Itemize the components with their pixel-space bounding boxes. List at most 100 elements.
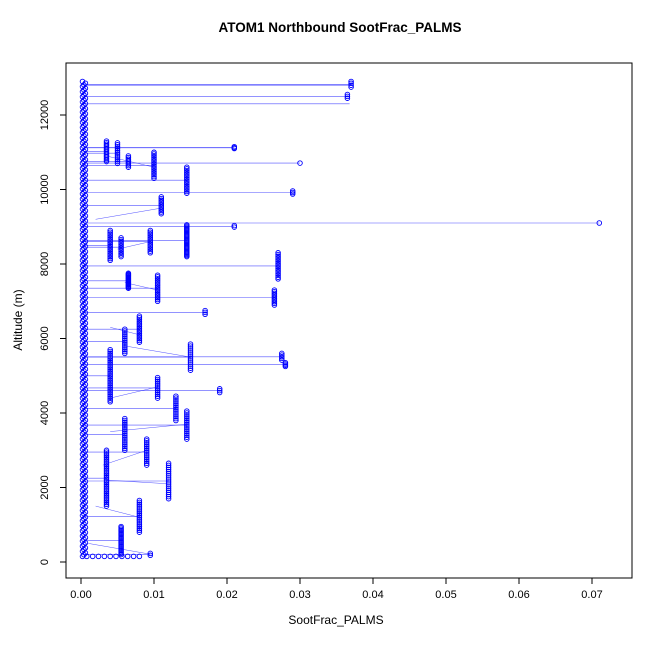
data-point	[122, 419, 128, 426]
data-point	[184, 171, 190, 177]
data-point	[79, 252, 86, 258]
data-point	[81, 439, 87, 446]
data-point	[79, 99, 86, 105]
data-point	[114, 149, 121, 156]
data-point	[143, 438, 150, 444]
data-point	[143, 456, 150, 463]
data-point	[122, 333, 128, 340]
data-point	[82, 95, 89, 102]
data-point	[79, 420, 86, 427]
data-point	[184, 167, 190, 174]
series-line	[102, 450, 147, 466]
data-point	[79, 191, 86, 197]
data-point	[151, 151, 157, 157]
y-tick-label: 12000	[39, 100, 51, 131]
connector-lines	[83, 84, 600, 555]
data-point	[107, 247, 113, 253]
data-point	[81, 368, 87, 374]
data-point	[184, 425, 190, 431]
x-tick-label: 0.07	[581, 589, 602, 601]
data-point	[81, 449, 87, 456]
data-point	[136, 510, 143, 517]
data-point	[81, 276, 87, 282]
data-point	[79, 436, 86, 442]
data-point	[103, 483, 110, 490]
data-point	[187, 357, 194, 363]
data-point	[165, 462, 172, 469]
data-point	[187, 351, 194, 357]
data-point	[154, 295, 161, 301]
data-point	[79, 119, 86, 126]
data-point	[151, 170, 157, 176]
data-point	[147, 250, 154, 256]
data-point	[275, 270, 281, 277]
data-point	[143, 454, 150, 461]
data-point	[165, 487, 172, 494]
data-point	[147, 238, 154, 244]
data-point	[82, 269, 89, 275]
data-point	[81, 424, 87, 430]
data-point	[82, 407, 89, 413]
data-point	[79, 471, 86, 478]
data-point	[79, 257, 86, 263]
data-point	[154, 291, 161, 298]
data-point	[173, 400, 179, 407]
data-point	[107, 390, 113, 396]
data-point	[184, 186, 190, 193]
data-point	[147, 248, 154, 254]
data-point	[82, 294, 89, 301]
data-point	[143, 458, 150, 465]
data-point	[82, 141, 89, 148]
data-point	[107, 255, 113, 262]
data-point	[158, 200, 165, 207]
data-point	[79, 211, 86, 218]
data-point	[348, 80, 354, 87]
data-point	[118, 253, 124, 260]
data-point	[136, 507, 143, 513]
data-point	[95, 553, 102, 560]
data-point	[79, 441, 86, 447]
data-point	[279, 352, 285, 358]
data-point	[147, 227, 154, 234]
data-point	[79, 456, 86, 463]
data-point	[79, 425, 86, 432]
data-point	[82, 105, 89, 112]
data-point	[79, 431, 86, 437]
series-line	[95, 505, 140, 518]
data-point	[82, 534, 89, 541]
data-point	[103, 460, 110, 466]
data-point	[82, 335, 89, 342]
data-point	[154, 382, 161, 388]
data-point	[81, 143, 87, 149]
data-point	[81, 429, 87, 435]
data-point	[81, 133, 87, 139]
data-point	[81, 301, 87, 308]
data-point	[289, 188, 296, 194]
data-point	[165, 489, 172, 496]
data-point	[136, 499, 143, 506]
data-point	[122, 341, 128, 347]
data-point	[79, 543, 86, 549]
data-points	[79, 78, 603, 560]
data-point	[107, 354, 113, 360]
data-point	[82, 228, 89, 235]
data-point	[81, 179, 87, 185]
data-point	[122, 421, 128, 427]
data-point	[151, 149, 157, 156]
data-point	[124, 553, 131, 560]
data-point	[82, 233, 89, 240]
data-point	[82, 162, 89, 168]
data-point	[136, 527, 143, 534]
data-point	[81, 199, 87, 206]
data-point	[81, 225, 87, 231]
data-point	[187, 367, 194, 373]
data-point	[151, 168, 157, 175]
data-point	[82, 504, 89, 510]
data-point	[107, 391, 113, 398]
data-point	[107, 236, 113, 242]
data-point	[107, 384, 113, 391]
data-point	[275, 267, 281, 273]
data-point	[122, 346, 128, 353]
data-point	[114, 143, 121, 150]
data-point	[158, 199, 165, 205]
